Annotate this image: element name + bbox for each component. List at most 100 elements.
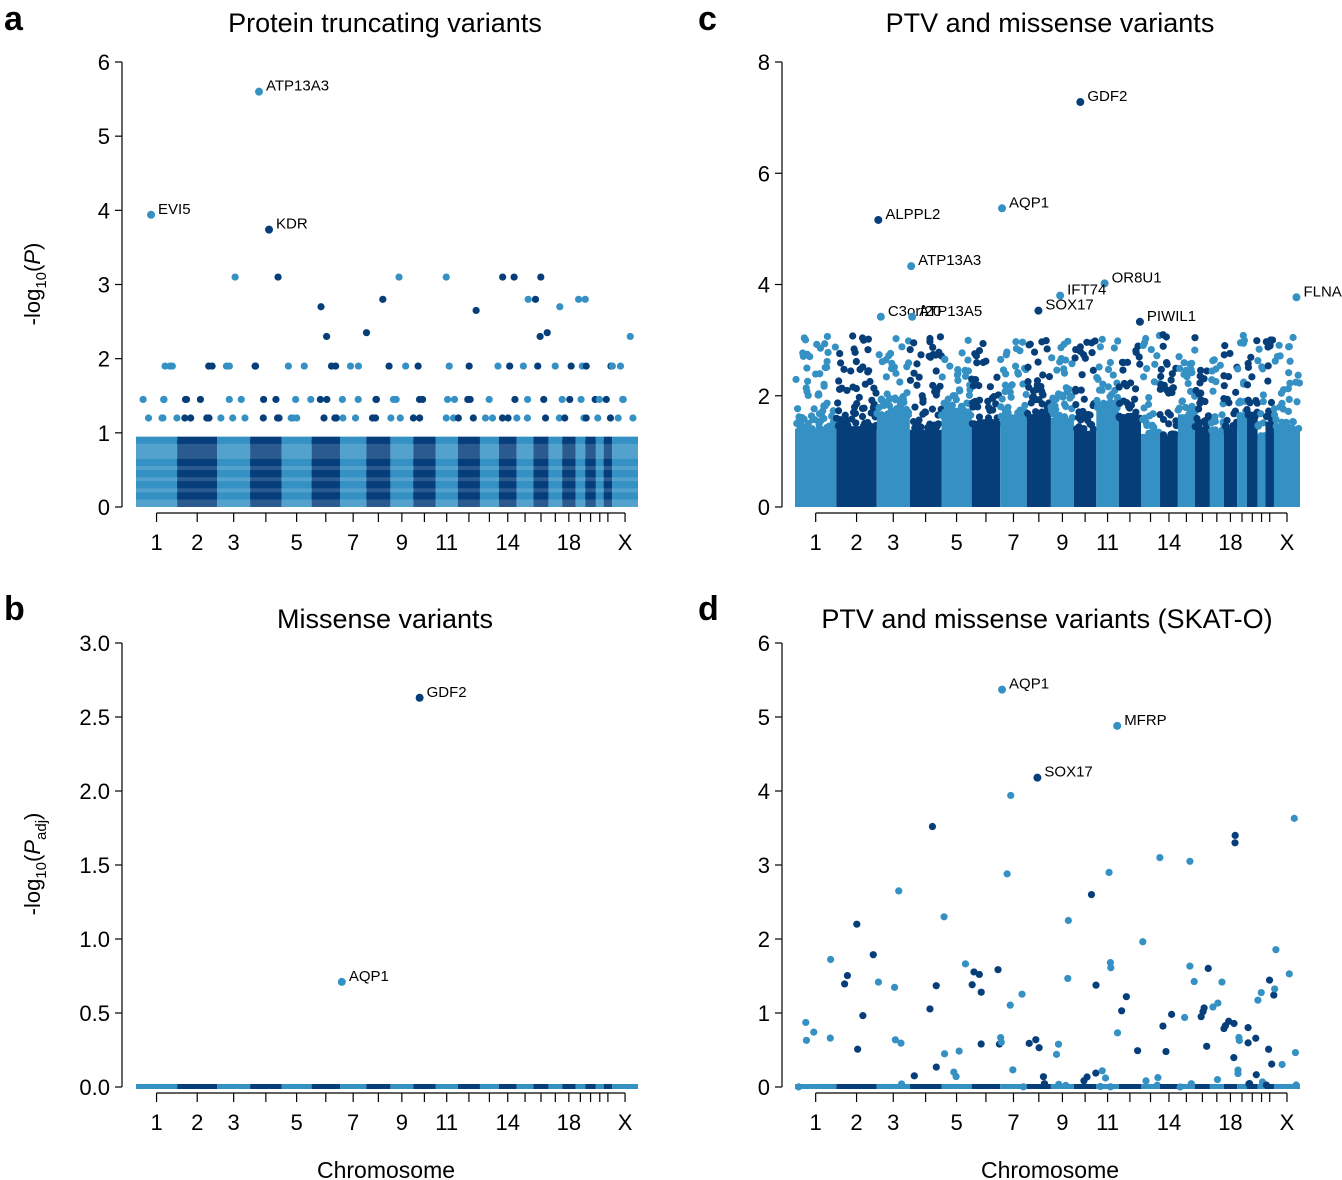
variant-point <box>1145 429 1153 437</box>
variant-point <box>1276 352 1284 360</box>
variant-point <box>849 332 857 340</box>
variant-point <box>868 396 876 404</box>
variant-point <box>849 383 857 391</box>
variant-point <box>389 395 398 404</box>
ylabel-b-3: P <box>20 840 45 855</box>
gene-label-piwil1: PIWIL1 <box>1147 308 1196 325</box>
variant-point <box>1259 419 1267 427</box>
variant-point <box>327 362 336 370</box>
variant-point <box>1164 409 1172 417</box>
variant-point <box>465 362 473 370</box>
variant-point <box>945 409 953 418</box>
ylabel-b-5: ) <box>20 813 45 820</box>
variant-mass <box>435 440 458 507</box>
variant-point <box>799 349 807 357</box>
variant-point <box>864 346 872 354</box>
variant-point <box>558 395 566 404</box>
x-tick-label: 1 <box>150 1110 162 1135</box>
variant-point <box>810 1028 818 1036</box>
variant-point <box>875 351 883 359</box>
variant-point <box>1266 342 1274 350</box>
variant-point <box>1175 404 1184 412</box>
variant-point <box>1019 1083 1027 1091</box>
variant-point <box>944 395 952 403</box>
variant-point <box>854 1045 862 1053</box>
variant-point <box>362 329 371 337</box>
variant-point <box>891 1036 899 1044</box>
variant-point <box>1232 388 1240 396</box>
variant-point <box>1295 379 1304 387</box>
panel-title-a: Protein truncating variants <box>228 8 542 38</box>
variant-point <box>1077 386 1085 394</box>
variant-band <box>1209 1084 1224 1089</box>
variant-point <box>1156 854 1164 862</box>
annotations-d: AQP1 MFRP SOX17 <box>998 676 1167 782</box>
variant-point <box>237 395 245 404</box>
variant-point <box>354 395 362 404</box>
variant-point <box>864 368 872 376</box>
variant-point <box>1098 335 1106 343</box>
variant-point <box>1209 387 1217 395</box>
variant-point <box>993 373 1001 381</box>
variant-point <box>231 273 239 281</box>
variant-point <box>1236 412 1244 420</box>
variant-point <box>1109 371 1117 379</box>
variant-point <box>1162 1047 1170 1056</box>
variant-point <box>338 395 347 404</box>
variant-point <box>903 363 911 371</box>
x-tick-label: 18 <box>1218 1110 1242 1135</box>
variant-point <box>1150 429 1158 437</box>
variant-point <box>1168 370 1176 378</box>
variant-band <box>1073 1084 1097 1089</box>
variant-point <box>1191 334 1199 342</box>
variant-point <box>1199 1008 1207 1016</box>
y-tick-label: 2.5 <box>79 705 110 730</box>
gene-point-aqp1 <box>337 977 346 986</box>
variant-point <box>259 414 267 422</box>
panel-label-b: b <box>4 590 25 628</box>
variant-point <box>1204 964 1212 973</box>
variant-point <box>837 359 845 367</box>
x-tick-label: 5 <box>950 530 962 555</box>
variant-point <box>840 365 848 373</box>
variant-point <box>1154 1073 1162 1082</box>
variant-point <box>1126 379 1135 387</box>
variant-point <box>1072 400 1080 409</box>
y-tick-label: 5 <box>758 705 770 730</box>
variant-point <box>917 423 925 431</box>
variant-point <box>1254 996 1262 1004</box>
variant-point <box>1291 1048 1300 1057</box>
variant-point <box>977 1040 985 1048</box>
variant-point <box>1259 365 1267 373</box>
variant-point <box>1018 990 1026 998</box>
variant-point <box>1254 357 1262 365</box>
variant-point <box>416 414 424 422</box>
gene-point-atp13a5 <box>908 312 917 321</box>
variant-point <box>1014 409 1022 417</box>
variant-mass <box>413 440 436 507</box>
variant-point <box>804 377 812 385</box>
variant-point <box>1188 369 1196 377</box>
x-tick-label: 18 <box>557 530 581 555</box>
variant-point <box>498 414 507 422</box>
gene-label-aqp1: AQP1 <box>1009 194 1049 211</box>
y-tick-label: 2.0 <box>79 779 110 804</box>
variant-point <box>1079 407 1087 416</box>
variant-point <box>445 362 453 370</box>
variant-point <box>1081 354 1089 362</box>
variant-point <box>1110 344 1118 352</box>
variant-point <box>1032 1036 1040 1044</box>
variant-point <box>541 414 550 422</box>
variant-point <box>1035 1044 1043 1052</box>
variant-point <box>940 913 948 921</box>
variant-point <box>1186 962 1194 970</box>
variant-point <box>1030 348 1039 356</box>
variant-band <box>1141 1084 1161 1089</box>
variant-point <box>469 414 477 422</box>
variant-point <box>975 396 984 404</box>
variant-point <box>1252 1034 1260 1042</box>
variant-point <box>1140 339 1149 347</box>
variant-point <box>1225 399 1233 407</box>
variant-point <box>1130 395 1139 403</box>
